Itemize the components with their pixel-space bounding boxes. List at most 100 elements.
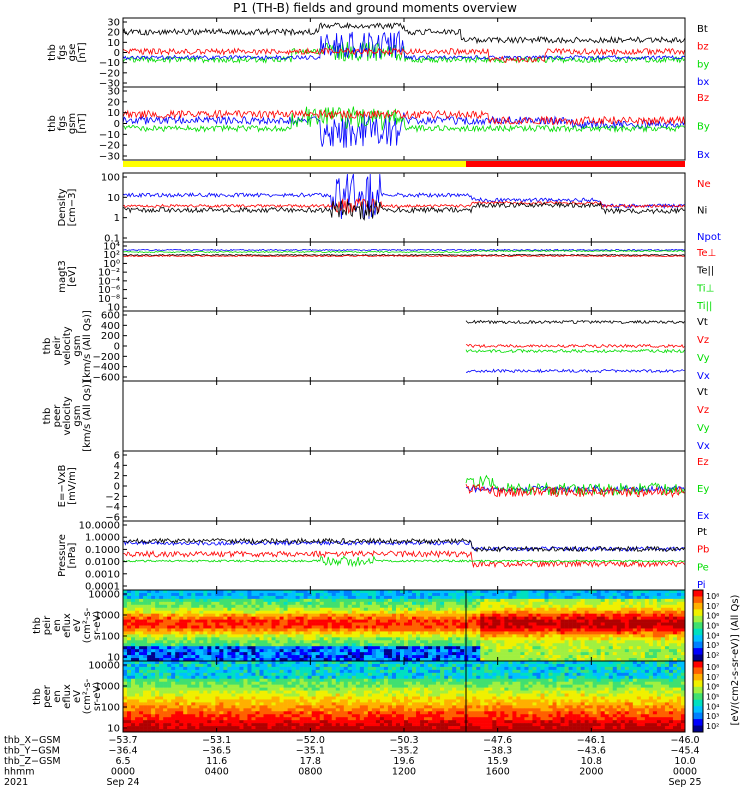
colorbar-segment [693, 706, 703, 713]
legend-fgs-gsm-2: Bx [697, 150, 710, 161]
legend-temperature-1: Te|| [696, 266, 714, 277]
colorbar-segment [693, 687, 703, 694]
xaxis-value: −52.0 [296, 735, 325, 746]
y-axis-label: [nT] [77, 42, 88, 62]
panel-frame-peer-velocity [123, 381, 685, 451]
panel-frame-peir-velocity [123, 311, 685, 381]
xaxis-value: −50.3 [389, 735, 418, 746]
xaxis-value: −36.4 [108, 746, 137, 757]
y-tick-label: 10 [107, 193, 120, 204]
pb-trace [123, 551, 685, 567]
colorbar-tick: 10⁸ [706, 663, 719, 672]
te-perp-trace [123, 255, 685, 256]
colorbar-segment [693, 655, 703, 662]
pi-trace [123, 541, 685, 551]
legend-peer-velocity-0: Vt [697, 387, 708, 398]
legend-fgs-gsm-0: Bz [697, 93, 709, 104]
y-tick-label: 30 [107, 87, 120, 98]
legend-peer-velocity-1: Vz [697, 405, 709, 416]
legend-fgs-gse-0: Bt [697, 24, 708, 35]
y-tick-label: −10 [99, 130, 120, 141]
xaxis-value: 11.6 [206, 756, 227, 767]
xaxis-value: 10.0 [674, 756, 695, 767]
xaxis-value: −35.1 [296, 746, 325, 757]
ni-trace [123, 200, 685, 219]
colorbar-tick: 10⁷ [706, 673, 719, 682]
xaxis-value: 10.8 [581, 756, 602, 767]
colorbar-segment [693, 667, 703, 674]
colorbar-segment [693, 603, 703, 610]
ti-perp-trace [123, 249, 685, 250]
y-axis-label: [eV] [67, 266, 78, 287]
vt-trace [466, 321, 684, 324]
xaxis-value: 15.9 [487, 756, 508, 767]
xaxis-value: Sep 25 [668, 777, 701, 788]
y-axis-label: [nPa] [67, 542, 78, 568]
y-tick-label: −30 [99, 152, 120, 163]
colorbar-tick: 10³ [706, 641, 719, 650]
y-tick-label: 10000 [88, 661, 120, 672]
xaxis-value: −36.5 [202, 746, 231, 757]
legend-pressure-0: Pt [697, 527, 707, 538]
xaxis-value: −53.1 [202, 735, 231, 746]
legend-efield-2: Ex [697, 511, 709, 522]
xaxis-value: −47.6 [483, 735, 512, 746]
panel-frame-efield [123, 451, 685, 521]
legend-pressure-1: Pb [697, 545, 709, 556]
legend-peer-velocity-2: Vy [697, 423, 710, 434]
xaxis-value: −45.4 [670, 746, 699, 757]
y-tick-label: 10.0000 [79, 521, 120, 532]
colorbar-segment [693, 648, 703, 655]
legend-efield-1: Ey [697, 484, 709, 495]
colorbar-segment [693, 596, 703, 603]
xaxis-row-label: thb_Z−GSM [4, 756, 61, 767]
colorbar-segment [693, 719, 703, 726]
colorbar-tick: 10⁵ [706, 622, 719, 631]
bx-gsm-trace [123, 113, 685, 148]
vx-trace [466, 370, 684, 373]
colorbar-segment [693, 622, 703, 629]
colorbar-label: [eV/(cm2-s-sr-eV)] (All Qs) [730, 594, 741, 725]
colorbar-tick: 10⁸ [706, 592, 719, 601]
xaxis-row-label: thb_X−GSM [4, 735, 61, 746]
colorbar-segment [693, 661, 703, 668]
bt-trace [123, 23, 685, 43]
xaxis-value: −53.7 [108, 735, 137, 746]
y-tick-label: −600 [93, 373, 120, 384]
legend-density-1: Ni [697, 206, 707, 217]
y-axis-label: [mV/m] [67, 467, 78, 505]
y-tick-label: 1 [114, 213, 120, 224]
colorbar-segment [693, 680, 703, 687]
y-tick-label: 10 [107, 724, 120, 735]
xaxis-row-label: hhmm [4, 767, 35, 778]
colorbar-tick: 10⁴ [706, 702, 719, 711]
xaxis-value: −46.0 [670, 735, 699, 746]
legend-fgs-gse-2: by [697, 59, 709, 70]
y-axis-label: sr-eV) [92, 611, 103, 640]
colorbar-segment [693, 674, 703, 681]
y-axis-label: sr-eV) [92, 682, 103, 711]
xaxis-value: 6.5 [115, 756, 130, 767]
y-tick-label: −20 [99, 141, 120, 152]
colorbar-tick: 10⁵ [706, 693, 719, 702]
vz-trace [466, 345, 684, 348]
legend-efield-0: Ez [697, 457, 709, 468]
legend-fgs-gse-1: bz [697, 42, 709, 53]
xaxis-value: 17.8 [300, 756, 321, 767]
xaxis-value: −38.3 [483, 746, 512, 757]
colorbar-tick: 10² [706, 651, 719, 660]
xaxis-row-label: 2021 [4, 777, 28, 788]
xaxis-value: 0000 [111, 767, 135, 778]
legend-peir-velocity-0: Vt [697, 317, 708, 328]
xaxis-value: 0800 [298, 767, 322, 778]
colorbar-segment [693, 713, 703, 720]
y-tick-label: 10 [107, 108, 120, 119]
legend-peir-velocity-1: Vz [697, 335, 709, 346]
colorbar-segment [693, 616, 703, 623]
legend-peir-velocity-2: Vy [697, 353, 710, 364]
y-tick-label: 100 [101, 173, 120, 184]
colorbar-tick: 10² [706, 722, 719, 731]
legend-density-0: Ne [697, 179, 711, 190]
